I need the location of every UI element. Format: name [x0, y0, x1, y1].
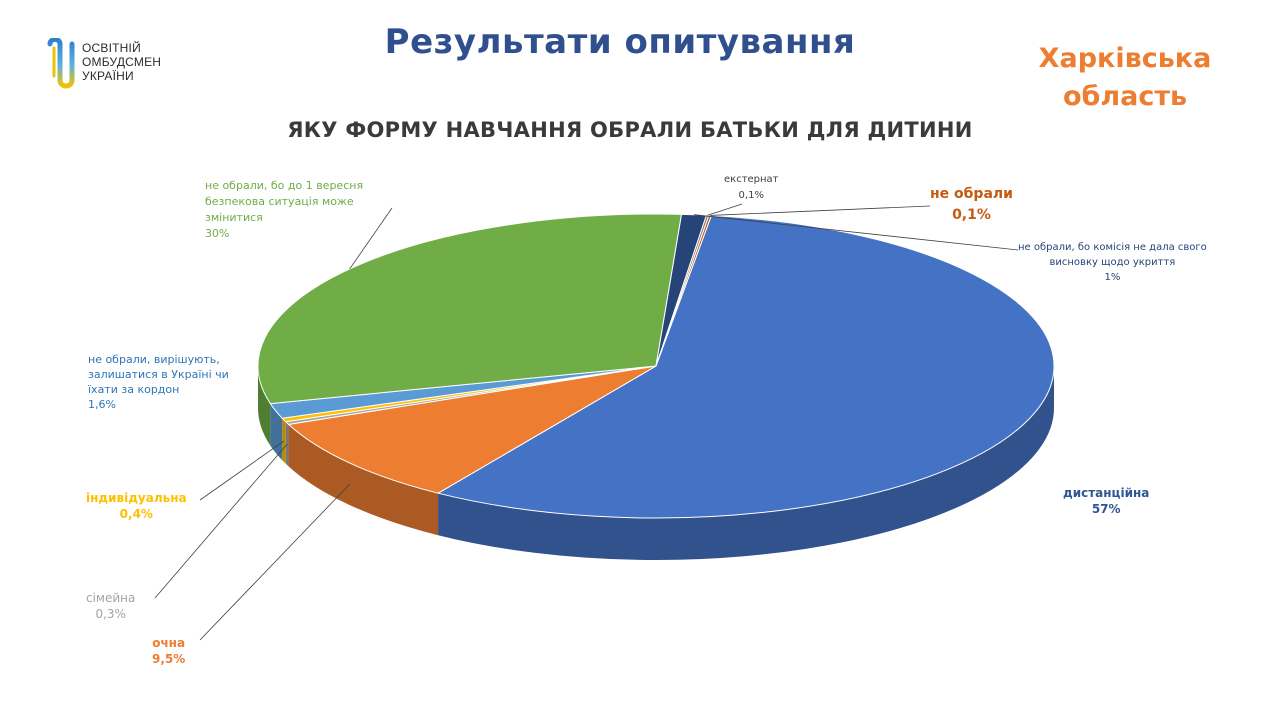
pie-side-fulltime: [288, 424, 439, 536]
slice-label-external-name: екстернат: [724, 174, 779, 185]
pie-side-family: [285, 421, 289, 467]
slice-label-undecided-abroad-line-1: не обрали, вирішують,: [88, 353, 220, 366]
slice-label-undecided-security: не обрали, бо до 1 вересня безпекова сит…: [205, 178, 363, 242]
slice-label-commission: не обрали, бо комісія не дала свого висн…: [1018, 240, 1207, 285]
pie-side-walls: [258, 366, 1054, 561]
logo-line-3: УКРАЇНИ: [82, 69, 134, 83]
slice-label-undecided-abroad: не обрали, вирішують, залишатися в Украї…: [88, 352, 229, 412]
logo-line-2: ОМБУДСМЕН: [82, 55, 162, 69]
slice-label-undecided-security-value: 30%: [205, 227, 230, 240]
slice-label-individual-name: індивідуальна: [86, 491, 187, 505]
slice-label-not-chosen: не обрали 0,1%: [930, 184, 1013, 226]
pie-side-remote: [438, 366, 1054, 561]
leader-line-family: [154, 443, 288, 599]
chart-title: ЯКУ ФОРМУ НАВЧАННЯ ОБРАЛИ БАТЬКИ ДЛЯ ДИТ…: [287, 118, 973, 142]
slice-label-fulltime-name: очна: [152, 636, 186, 650]
slice-label-family-value: 0,3%: [95, 607, 126, 621]
leader-line-not-chosen: [710, 205, 931, 216]
region-line-2: область: [1062, 81, 1188, 112]
ombudsman-logo-icon: [47, 38, 75, 89]
slice-label-not-chosen-name: не обрали: [930, 186, 1013, 202]
slice-label-undecided-security-line-3: змінитися: [205, 211, 263, 224]
region-title: Харківська область: [1020, 40, 1230, 116]
slice-label-fulltime: очна 9,5%: [152, 635, 185, 667]
logo-line-1: ОСВІТНІЙ: [82, 41, 141, 55]
slice-label-undecided-security-line-2: безпекова ситуація може: [205, 195, 354, 208]
slice-label-undecided-abroad-line-3: їхати за кордон: [88, 383, 180, 396]
slice-label-commission-line-1: не обрали, бо комісія не дала свого: [1018, 242, 1207, 253]
slice-label-family-name: сімейна: [86, 591, 136, 605]
slice-label-commission-line-2: висновку щодо укриття: [1049, 257, 1176, 268]
leader-lines: [154, 203, 1019, 641]
slice-label-undecided-abroad-value: 1,6%: [88, 398, 116, 411]
slice-label-commission-value: 1%: [1104, 272, 1121, 283]
logo-text: ОСВІТНІЙ ОМБУДСМЕН УКРАЇНИ: [82, 41, 161, 83]
slice-label-external: екстернат 0,1%: [724, 172, 779, 204]
leader-line-individual: [199, 440, 285, 501]
slice-label-family: сімейна 0,3%: [86, 590, 135, 622]
leader-line-fulltime: [199, 483, 351, 641]
pie-side-undecided-abroad: [270, 403, 283, 461]
slice-label-undecided-security-line-1: не обрали, бо до 1 вересня: [205, 179, 364, 192]
page-title: Результати опитування: [384, 22, 856, 62]
slice-label-external-value: 0,1%: [738, 190, 764, 201]
slice-label-individual: індивідуальна 0,4%: [86, 490, 187, 522]
pie-slice-remote: [436, 214, 1055, 519]
leader-line-undecided-security: [349, 207, 393, 270]
pie-slice-fulltime: [287, 365, 657, 494]
slice-label-individual-value: 0,4%: [119, 507, 153, 521]
slice-label-fulltime-value: 9,5%: [152, 652, 186, 666]
region-line-1: Харківська: [1038, 43, 1212, 74]
slice-label-remote-name: дистанційна: [1063, 486, 1150, 500]
pie-side-individual: [282, 418, 286, 464]
slice-label-undecided-abroad-line-2: залишатися в Україні чи: [88, 368, 229, 381]
pie-top-faces: [257, 213, 1055, 519]
leader-line-external: [707, 203, 743, 216]
slice-label-not-chosen-value: 0,1%: [952, 207, 991, 223]
slice-label-remote: дистанційна 57%: [1063, 485, 1149, 517]
leader-line-commission: [693, 214, 1019, 251]
slice-label-remote-value: 57%: [1091, 502, 1121, 516]
